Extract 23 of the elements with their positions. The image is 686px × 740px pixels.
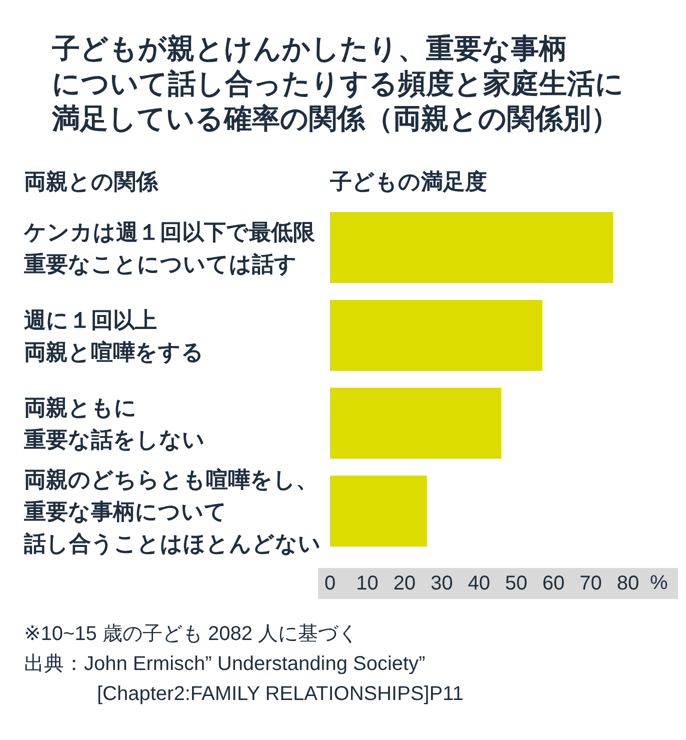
y-tick-label: 両親ともに重要な話をしない [23,394,205,452]
text: ※10~15 歳の子ども 2082 人に基づく [24,622,360,647]
x-tick-label: 60 [542,572,565,595]
y-axis-title: 両親との関係 [24,169,158,194]
text: % [650,571,668,595]
x-tick-label: 50 [505,572,528,595]
x-tick-label: 20 [393,572,416,595]
x-tick-label: 10 [356,572,378,595]
x-tick-label: 80 [616,572,640,595]
x-tick-label: 30 [430,572,453,595]
x-tick-label: 0 [324,572,336,595]
bar [330,212,614,283]
x-tick-label: 70 [580,572,602,595]
bar [330,388,502,459]
x-axis-title: 子どもの満足度 [330,169,487,194]
chart-title: 子どもが親とけんかしたり、重要な事柄について話し合ったりする頻度と家庭生活に満足している確率の関係（両親との関係別） [52,32,625,136]
y-tick-label: 両親のどちらとも喧嘩をし、重要な事柄について話し合うことはほとんどない [23,466,321,556]
y-tick-label: 週に１回以上両親と喧嘩をする [24,306,204,364]
x-tick-label: 40 [468,572,490,595]
source-note: 出典：John Ermisch” Understanding Society” [Chapter2:FAMILY RELATIONSHIPS]P11 [24,652,464,707]
bar [330,476,427,547]
y-tick-label: ケンカは週１回以下で最低限重要なことについては話す [23,218,316,276]
bar [330,300,542,371]
